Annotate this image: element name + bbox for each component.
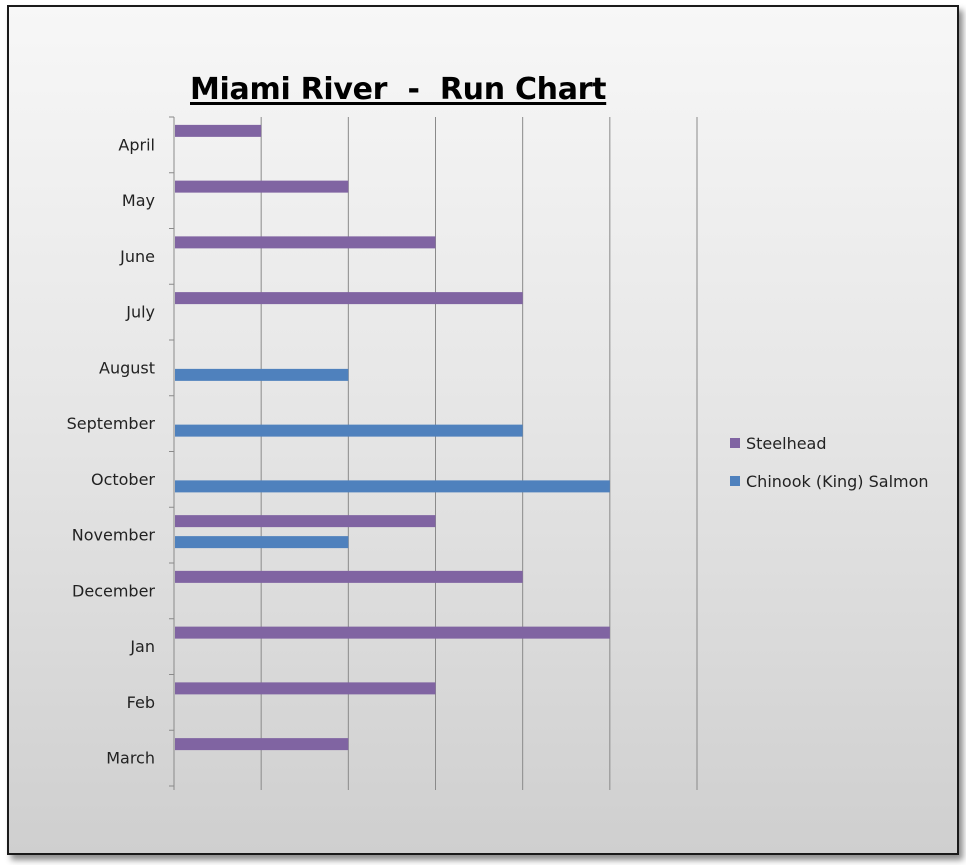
legend-label-steelhead: Steelhead (746, 433, 827, 453)
category-label: September (67, 414, 156, 433)
bars (175, 124, 610, 751)
category-label: April (118, 135, 155, 154)
category-label: August (99, 358, 155, 377)
category-label: March (106, 749, 155, 768)
bar-steelhead (175, 180, 349, 193)
chart-legend: Steelhead Chinook (King) Salmon (730, 433, 929, 509)
bar-chinook (175, 424, 523, 437)
legend-swatch-chinook (730, 476, 740, 486)
bar-chinook (175, 536, 349, 549)
legend-swatch-steelhead (730, 438, 740, 448)
category-label: Jan (129, 637, 155, 656)
chart-title: Miami River - Run Chart (190, 72, 607, 107)
bar-steelhead (175, 236, 436, 249)
bar-steelhead (175, 682, 436, 695)
bar-steelhead (175, 124, 262, 137)
gridlines (260, 117, 698, 786)
legend-item-steelhead: Steelhead (730, 433, 929, 453)
category-label: December (72, 581, 155, 600)
category-label: October (91, 470, 155, 489)
y-axis (169, 116, 698, 790)
bar-steelhead (175, 570, 523, 583)
legend-label-chinook: Chinook (King) Salmon (746, 471, 929, 491)
bar-chinook (175, 480, 610, 493)
category-label: November (72, 526, 156, 545)
category-label: Feb (127, 693, 155, 712)
bar-steelhead (175, 515, 436, 528)
category-label: May (122, 191, 155, 210)
bar-steelhead (175, 626, 610, 639)
category-labels: April May June July August September October No… (67, 135, 156, 767)
bar-chinook (175, 368, 349, 381)
category-label: June (119, 247, 155, 266)
bar-steelhead (175, 738, 349, 751)
bar-steelhead (175, 292, 523, 305)
category-label: July (125, 303, 155, 322)
legend-item-chinook: Chinook (King) Salmon (730, 471, 929, 491)
